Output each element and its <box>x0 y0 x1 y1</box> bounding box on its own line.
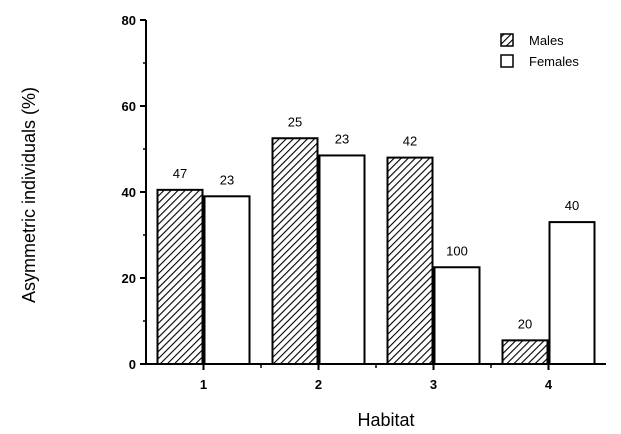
legend-label-males: Males <box>529 33 564 48</box>
x-tick-label: 3 <box>430 377 437 392</box>
x-tick-label: 1 <box>200 377 207 392</box>
legend: Males Females <box>500 33 579 69</box>
bar-males-habitat-3 <box>386 156 434 365</box>
bar-value-labels: 47 25 42 20 23 23 100 40 <box>173 114 579 331</box>
legend-swatch-females <box>500 54 514 68</box>
x-tick-label: 2 <box>315 377 322 392</box>
bar-value-label: 42 <box>403 134 417 149</box>
x-tick-label: 4 <box>545 377 553 392</box>
bar-value-label: 25 <box>288 114 302 129</box>
bars <box>156 137 596 366</box>
bar-value-label: 40 <box>565 198 579 213</box>
legend-swatch-males <box>500 33 514 47</box>
bar-value-label: 20 <box>518 316 532 331</box>
y-axis-title: Asymmetric individuals (%) <box>19 87 39 303</box>
y-tick-label: 80 <box>122 13 136 28</box>
bar-value-label: 23 <box>335 131 349 146</box>
bar-females-habitat-1 <box>203 195 251 365</box>
bar-males-habitat-2 <box>271 137 319 365</box>
bar-females-habitat-4 <box>548 221 596 365</box>
legend-label-females: Females <box>529 54 579 69</box>
bar-females-habitat-3 <box>433 266 481 365</box>
bar-males-habitat-1 <box>156 188 204 365</box>
y-tick-label: 40 <box>122 185 136 200</box>
y-tick-label: 20 <box>122 271 136 286</box>
bar-males-habitat-4 <box>501 339 549 366</box>
bar-value-label: 47 <box>173 166 187 181</box>
x-axis-title: Habitat <box>357 410 414 430</box>
bar-females-habitat-2 <box>318 154 366 365</box>
y-tick-label: 60 <box>122 99 136 114</box>
y-tick-label: 0 <box>129 357 136 372</box>
bar-value-label: 23 <box>220 172 234 187</box>
bar-value-label: 100 <box>446 243 468 258</box>
